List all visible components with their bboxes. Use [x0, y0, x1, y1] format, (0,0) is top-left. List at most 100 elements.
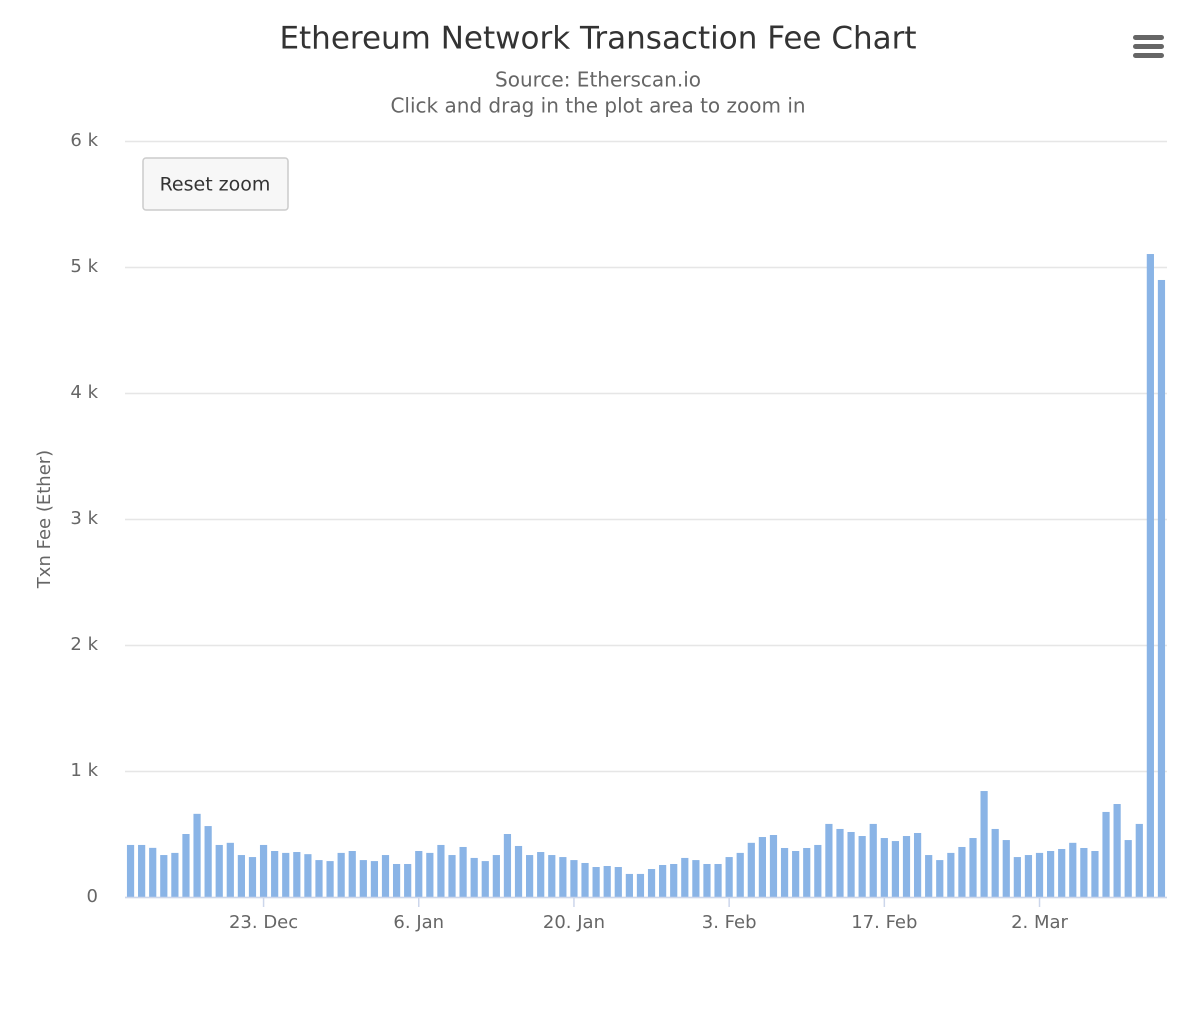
bar	[581, 862, 589, 897]
menu-line	[1133, 53, 1164, 58]
reset-zoom-label[interactable]: Reset zoom	[160, 174, 271, 196]
bar	[1002, 840, 1010, 897]
x-tick-label: 20. Jan	[543, 912, 605, 933]
bar	[636, 873, 645, 897]
bar	[204, 826, 212, 897]
bar	[182, 834, 190, 897]
menu-button[interactable]	[1130, 30, 1166, 60]
menu-line	[1133, 35, 1164, 40]
bar	[448, 855, 456, 897]
bar	[304, 854, 312, 897]
bar	[703, 863, 711, 897]
bar	[215, 844, 223, 897]
bar	[149, 847, 157, 897]
bar	[559, 857, 567, 897]
bar	[392, 863, 401, 897]
bar	[659, 864, 667, 897]
bar	[814, 844, 822, 897]
bar	[958, 846, 966, 897]
bar	[936, 860, 944, 897]
bar	[991, 828, 999, 897]
bar	[348, 851, 356, 897]
bar	[404, 863, 412, 897]
bar	[847, 831, 855, 897]
y-tick-label: 5 k	[70, 256, 98, 277]
bar	[803, 847, 811, 897]
bar	[1069, 842, 1077, 897]
bar	[1124, 840, 1132, 897]
bar	[548, 855, 556, 897]
bar	[758, 837, 766, 897]
bar	[370, 861, 379, 897]
bar	[359, 860, 367, 897]
x-tick-label: 6. Jan	[393, 912, 444, 933]
bar	[470, 857, 478, 897]
bar	[1135, 823, 1143, 897]
y-tick-label: 4 k	[70, 382, 98, 403]
bar	[747, 842, 755, 897]
chart-subtitle: Click and drag in the plot area to zoom …	[390, 94, 805, 118]
bar	[337, 852, 345, 897]
bar	[891, 841, 900, 897]
bar	[492, 855, 500, 897]
bar	[437, 844, 445, 897]
grid	[125, 140, 1167, 899]
bar	[1058, 848, 1066, 897]
y-tick-label: 0	[87, 886, 98, 907]
bar	[769, 835, 778, 897]
bar	[514, 845, 523, 897]
bar	[725, 857, 733, 897]
y-axis-title: Txn Fee (Ether)	[34, 450, 55, 589]
bar	[902, 836, 911, 897]
bar	[1024, 855, 1033, 897]
bar	[1113, 804, 1121, 897]
bar	[459, 846, 467, 897]
bar	[714, 863, 722, 897]
bar	[426, 852, 434, 897]
bar	[237, 855, 245, 897]
x-tick-label: 3. Feb	[702, 912, 757, 933]
bar	[858, 836, 866, 897]
bar	[537, 852, 545, 897]
bar	[1013, 857, 1021, 897]
bar	[526, 855, 534, 897]
bar	[381, 855, 390, 897]
chart-title: Ethereum Network Transaction Fee Chart	[279, 21, 916, 57]
bar	[780, 847, 789, 897]
bar	[248, 857, 257, 897]
bar	[736, 852, 744, 897]
bar	[138, 844, 146, 897]
bars	[126, 254, 1166, 898]
bar	[226, 842, 234, 897]
y-tick-label: 3 k	[70, 508, 98, 529]
bar	[315, 860, 323, 897]
bar	[1146, 254, 1154, 898]
bar	[481, 861, 489, 897]
bar	[415, 851, 423, 897]
bar	[603, 866, 611, 897]
bar	[980, 791, 988, 897]
bar	[160, 855, 168, 897]
bar	[647, 869, 656, 897]
bar	[282, 852, 290, 897]
reset-zoom-box[interactable]	[142, 157, 289, 211]
bar	[614, 867, 622, 897]
reset-zoom-button[interactable]: Reset zoom	[142, 157, 289, 211]
bar	[869, 823, 877, 897]
bar	[171, 852, 179, 897]
bar	[880, 838, 888, 897]
bar	[670, 863, 678, 897]
bar	[825, 823, 833, 897]
bar	[293, 852, 301, 897]
bar	[681, 857, 689, 897]
bar	[1102, 811, 1110, 897]
bar	[947, 852, 955, 897]
menu-line	[1133, 44, 1164, 49]
x-tick-label: 2. Mar	[1011, 912, 1068, 933]
bar	[1035, 852, 1044, 897]
bar	[913, 832, 922, 897]
bar	[126, 844, 135, 897]
bar	[259, 844, 268, 897]
y-tick-label: 1 k	[70, 760, 98, 781]
